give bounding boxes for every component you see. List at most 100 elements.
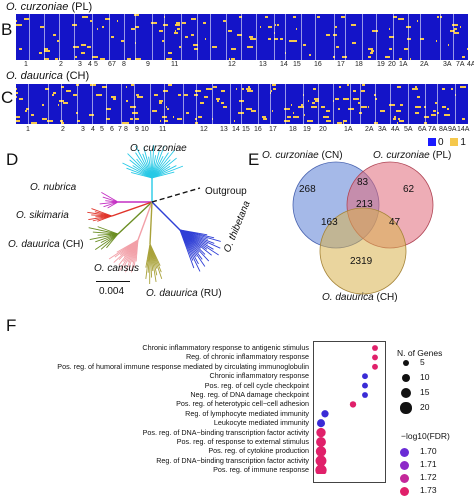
heatmap-separator (196, 84, 197, 124)
heatmap-cell (309, 54, 311, 56)
panel-b-chromosome-label: 2A (420, 61, 429, 68)
heatmap-separator (212, 84, 213, 124)
heatmap-cell (182, 22, 186, 24)
panel-c-chromosome-label: 2 (61, 126, 65, 133)
heatmap-separator (350, 84, 351, 124)
legend-0-swatch (428, 138, 436, 146)
heatmap-cell (326, 110, 330, 112)
dotplot-term-label: Reg. of DNA−binding transcription factor… (156, 456, 309, 465)
phylogenetic-tree (0, 140, 250, 310)
heatmap-cell (291, 104, 292, 106)
legend-size-dot (402, 374, 411, 383)
heatmap-cell (113, 98, 116, 100)
heatmap-cell (424, 116, 429, 118)
heatmap-cell (166, 106, 167, 108)
heatmap-separator (92, 14, 93, 60)
heatmap-cell (450, 30, 455, 32)
heatmap-cell (135, 58, 141, 60)
heatmap-separator (345, 14, 346, 60)
panel-b-chromosome-label: 12 (228, 61, 236, 68)
heatmap-cell (174, 32, 178, 34)
heatmap-cell (203, 22, 206, 24)
heatmap-separator (164, 14, 165, 60)
heatmap-cell (82, 16, 88, 18)
heatmap-cell (361, 90, 365, 92)
heatmap-cell (287, 116, 291, 118)
panel-c-chromosome-label: 15 (242, 126, 250, 133)
heatmap-cell (436, 40, 437, 42)
dotplot-point (362, 373, 368, 379)
heatmap-cell (407, 38, 411, 40)
legend-color-dot (400, 461, 409, 470)
heatmap-cell (126, 86, 127, 88)
heatmap-cell (135, 118, 139, 120)
panel-c-chromosome-label: 4A (391, 126, 400, 133)
panel-b-chromosome-label: 9 (146, 61, 150, 68)
heatmap-cell (159, 30, 163, 32)
heatmap-cell (336, 46, 339, 48)
heatmap-cell (374, 122, 378, 124)
heatmap-cell (262, 116, 266, 118)
heatmap-cell (368, 56, 371, 58)
heatmap-cell (16, 96, 17, 98)
heatmap-cell (24, 18, 29, 20)
legend-color-dot (400, 474, 409, 483)
heatmap-cell (81, 52, 85, 54)
heatmap-cell (57, 40, 59, 42)
heatmap-cell (102, 26, 104, 28)
venn-count-pl-ch: 47 (389, 217, 400, 228)
heatmap-separator (334, 14, 335, 60)
heatmap-cell (163, 24, 168, 26)
heatmap-cell (130, 118, 133, 120)
heatmap-separator (333, 84, 334, 124)
heatmap-cell (308, 100, 309, 102)
panel-c-heatmap (16, 84, 468, 124)
heatmap-cell (137, 96, 143, 98)
heatmap-cell (415, 106, 421, 108)
heatmap-cell (265, 16, 268, 18)
panel-b-letter: B (1, 20, 12, 40)
dotplot-point (321, 410, 328, 417)
heatmap-cell (200, 102, 204, 104)
venn-count-pl-only: 62 (403, 184, 414, 195)
heatmap-cell (311, 106, 317, 108)
heatmap-cell (167, 108, 169, 110)
heatmap-cell (268, 26, 272, 28)
panel-c-chromosome-label: 14A (457, 126, 469, 133)
heatmap-cell (16, 120, 20, 122)
heatmap-cell (380, 110, 385, 112)
heatmap-cell (16, 88, 17, 90)
dotplot-point (372, 345, 378, 351)
heatmap-cell (166, 58, 172, 60)
heatmap-cell (347, 84, 349, 86)
heatmap-cell (341, 16, 345, 18)
heatmap-cell (326, 120, 331, 122)
heatmap-cell (248, 86, 250, 88)
panel-b-heatmap (16, 14, 468, 60)
heatmap-cell (177, 28, 180, 30)
venn-diagram (254, 160, 454, 295)
panel-b-chromosome-label: 8 (122, 61, 126, 68)
tree-label-dauurica-ru: O. dauurica (RU) (146, 288, 222, 299)
heatmap-cell (216, 98, 220, 100)
heatmap-cell (275, 24, 276, 26)
heatmap-cell (73, 46, 79, 48)
heatmap-cell (231, 58, 235, 60)
panel-c-chromosome-label: 12 (200, 126, 208, 133)
heatmap-separator (226, 14, 227, 60)
heatmap-cell (397, 86, 401, 88)
heatmap-cell (231, 48, 236, 50)
heatmap-cell (353, 90, 356, 92)
heatmap-cell (268, 38, 271, 40)
heatmap-separator (183, 84, 184, 124)
legend-size-label: 10 (420, 372, 429, 382)
heatmap-separator (315, 14, 316, 60)
heatmap-cell (53, 34, 56, 36)
heatmap-cell (312, 102, 315, 104)
panel-b-title: O. curzoniae (PL) (6, 1, 92, 13)
heatmap-cell (191, 18, 196, 20)
heatmap-cell (40, 26, 44, 28)
heatmap-cell (177, 118, 182, 120)
heatmap-cell (173, 116, 174, 118)
